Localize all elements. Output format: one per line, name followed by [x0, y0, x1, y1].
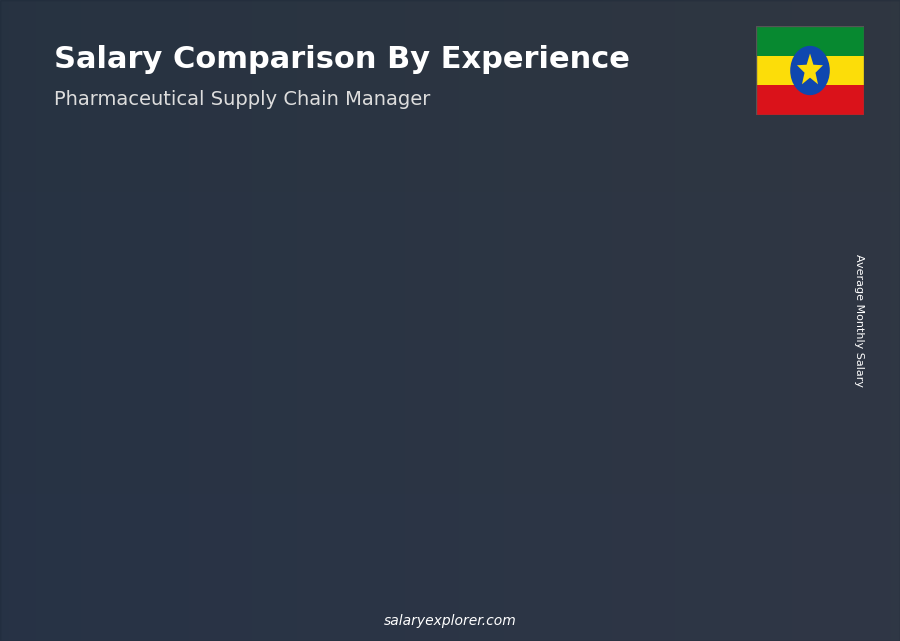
Polygon shape	[797, 53, 823, 85]
Polygon shape	[598, 203, 607, 564]
Text: +nan%: +nan%	[155, 326, 214, 341]
Text: +nan%: +nan%	[482, 146, 541, 160]
Text: +nan%: +nan%	[373, 200, 432, 215]
Polygon shape	[490, 254, 498, 564]
Polygon shape	[272, 371, 281, 564]
Polygon shape	[707, 149, 716, 564]
Polygon shape	[315, 304, 390, 320]
Bar	[756, 85, 864, 115]
Text: Average Monthly Salary: Average Monthly Salary	[854, 254, 864, 387]
Polygon shape	[206, 388, 272, 564]
Polygon shape	[424, 271, 490, 564]
Text: 0 ETB: 0 ETB	[547, 178, 584, 190]
Text: Salary Comparison By Experience: Salary Comparison By Experience	[54, 45, 630, 74]
Text: salaryexplorer.com: salaryexplorer.com	[383, 614, 517, 628]
Polygon shape	[533, 220, 598, 564]
Polygon shape	[206, 371, 281, 388]
Polygon shape	[533, 203, 607, 220]
Polygon shape	[163, 430, 172, 564]
Polygon shape	[642, 165, 707, 564]
Text: +nan%: +nan%	[590, 87, 650, 102]
Text: 0 ETB: 0 ETB	[220, 345, 257, 358]
Text: 0 ETB: 0 ETB	[438, 228, 475, 241]
Text: 0 ETB: 0 ETB	[656, 123, 693, 136]
Text: Pharmaceutical Supply Chain Manager: Pharmaceutical Supply Chain Manager	[54, 90, 430, 109]
Polygon shape	[97, 430, 172, 447]
Polygon shape	[642, 149, 716, 165]
Polygon shape	[315, 320, 381, 564]
Text: +nan%: +nan%	[264, 254, 323, 269]
Polygon shape	[97, 447, 163, 564]
Text: 0 ETB: 0 ETB	[112, 404, 148, 417]
Text: 0 ETB: 0 ETB	[329, 278, 366, 292]
Circle shape	[790, 46, 830, 95]
Bar	[756, 56, 864, 85]
Polygon shape	[424, 254, 498, 271]
Polygon shape	[381, 304, 390, 564]
Bar	[756, 26, 864, 56]
